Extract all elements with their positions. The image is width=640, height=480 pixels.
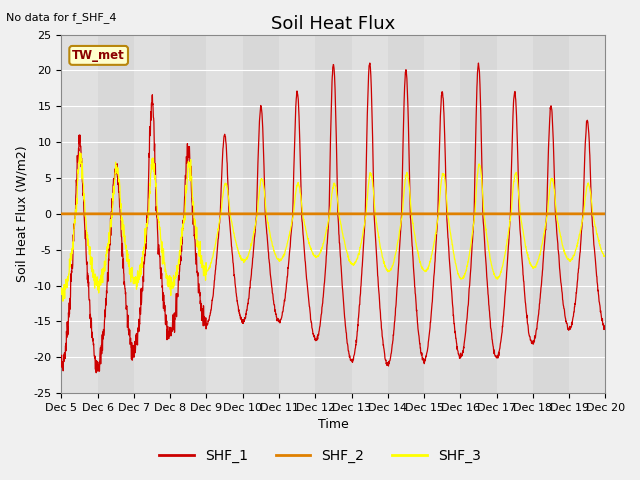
X-axis label: Time: Time [318,419,349,432]
Y-axis label: Soil Heat Flux (W/m2): Soil Heat Flux (W/m2) [15,145,28,282]
Bar [497,35,533,393]
Bar [279,35,316,393]
Bar [134,35,170,393]
Bar [351,35,388,393]
Text: TW_met: TW_met [72,49,125,62]
Bar [61,35,98,393]
Text: No data for f_SHF_4: No data for f_SHF_4 [6,12,117,23]
Bar [207,35,243,393]
Legend: SHF_1, SHF_2, SHF_3: SHF_1, SHF_2, SHF_3 [154,443,486,468]
Title: Soil Heat Flux: Soil Heat Flux [271,15,396,33]
Bar [424,35,460,393]
Bar [569,35,605,393]
